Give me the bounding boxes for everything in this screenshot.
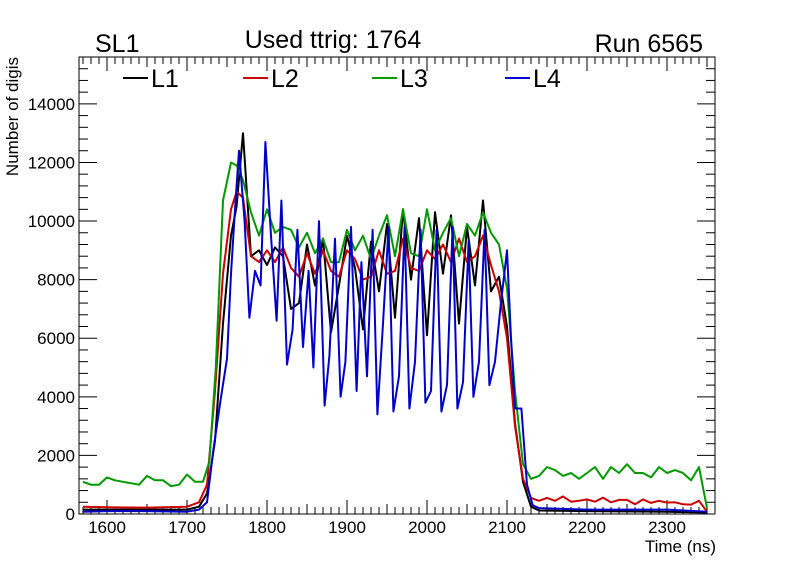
x-tick-label: 1600 [88,518,126,537]
y-tick-label: 8000 [37,271,75,290]
x-axis: 1600 1700 1800 1900 2000 2100 2200 2300 [82,57,716,537]
legend-label-l3: L3 [400,65,428,93]
y-axis: 0 2000 4000 6000 8000 10000 12000 14000 [28,56,715,524]
y-axis-label: Number of digis [3,57,22,176]
series-layer [82,132,708,514]
series-line-l3 [82,161,708,509]
legend-label-l4: L4 [533,65,561,93]
series-line-l2 [82,190,708,513]
y-tick-label: 4000 [37,388,75,407]
y-tick-label: 10000 [28,212,75,231]
legend: L1 L2 L3 L4 [123,65,561,93]
legend-label-l2: L2 [271,65,299,93]
x-tick-label: 2300 [648,518,686,537]
x-tick-label: 2000 [408,518,446,537]
x-tick-label: 1800 [248,518,286,537]
legend-label-l1: L1 [151,65,179,93]
x-tick-label: 1900 [328,518,366,537]
plot-frame [78,56,716,515]
x-tick-label: 2100 [488,518,526,537]
run-label: Run 6565 [595,30,703,58]
series-line-l1 [83,132,708,514]
y-tick-label: 2000 [37,446,75,465]
y-tick-label: 6000 [37,329,75,348]
y-tick-label: 0 [66,505,75,524]
x-tick-label: 2200 [568,518,606,537]
x-tick-label: 1700 [168,518,206,537]
x-axis-label: Time (ns) [645,537,716,556]
superlayer-label: SL1 [95,30,139,58]
chart-title: Used ttrig: 1764 [245,26,422,54]
y-tick-label: 12000 [28,153,75,172]
series-line-l4 [82,141,708,513]
y-tick-label: 14000 [28,95,75,114]
